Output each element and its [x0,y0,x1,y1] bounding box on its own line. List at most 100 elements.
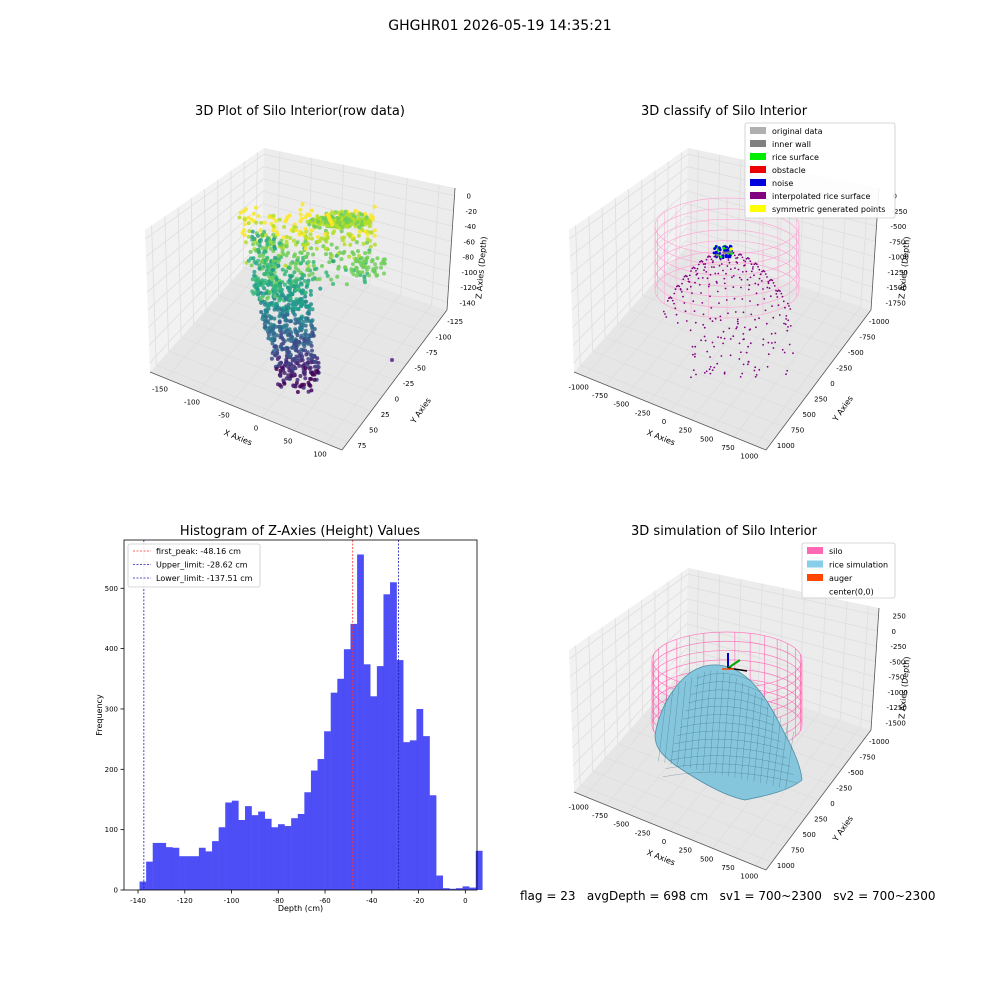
data-point [262,229,267,234]
grid-line [570,610,876,713]
grid-line [860,605,869,727]
grid-line [654,281,842,350]
histogram-bar [350,623,358,890]
grid-line [569,586,878,677]
surface-point [703,326,706,329]
grid-line [571,623,875,731]
surface-point [673,292,676,295]
surface-point [764,309,767,312]
data-point [288,274,293,279]
histogram-bar [317,759,325,890]
y-tick-label: 0 [830,380,834,388]
data-point [348,242,353,247]
surface-point [735,257,737,260]
histogram-bar [324,731,331,890]
data-point [315,214,320,219]
grid-line [601,207,606,338]
surface-point [703,372,706,374]
data-point [343,265,348,270]
z-axis-line [870,607,880,731]
data-point [273,344,278,349]
mesh-line [697,673,759,685]
histogram-bar [455,888,463,890]
data-point [242,222,247,227]
surface-point [729,250,733,254]
surface-point [705,370,708,373]
surface-point [786,302,789,305]
pane-back-left [145,148,264,372]
histogram-bar [165,847,173,890]
legend-label: noise [772,179,793,188]
data-point [303,294,308,299]
surface-point [749,342,752,345]
surface-point [766,365,769,368]
data-point [356,213,361,218]
data-point [305,360,310,365]
surface-point [692,300,695,303]
surface-point [740,286,742,289]
y-tick-label: -50 [414,364,425,372]
surface-point [766,286,769,289]
data-point [282,282,287,287]
data-point [303,215,308,220]
data-point [354,257,359,261]
data-point [311,263,316,268]
surface-point [746,278,749,281]
surface-point [738,276,741,279]
data-point [303,328,308,333]
x-tick-label: 0 [254,425,258,433]
surface-point [674,307,677,310]
data-point [256,258,260,263]
surface-point [765,322,768,325]
interpolated-points [662,250,794,379]
data-point [263,278,267,283]
data-point [307,213,312,218]
surface-point [731,276,733,279]
surface-point [720,263,723,265]
surface-point [716,362,719,365]
data-point [301,348,306,353]
x-axis-title: X Axies [646,848,677,867]
classify-3d-plot: -1000-750-500-25002505007501000100075050… [568,122,912,461]
data-point [284,217,289,222]
data-point [291,357,296,362]
data-point [364,215,369,220]
data-point [299,333,304,338]
z-tick-label: 0 [892,628,896,636]
surface-point [673,302,675,305]
x-tick-label: -100 [224,897,240,905]
data-point [314,224,319,229]
x-tick-label: 1000 [740,453,758,461]
surface-point [706,350,709,353]
surface-point [694,355,696,358]
x-tick-label: -250 [635,829,651,837]
surface-point [763,298,766,300]
surface-point [739,376,742,378]
surface-point [741,256,744,259]
data-point [284,269,289,274]
data-point [306,259,311,264]
data-point [251,256,256,261]
surface-point [751,268,754,270]
surface-point [697,263,700,266]
surface-point [711,341,714,344]
histogram-bar [172,847,180,890]
data-point [300,276,304,281]
surface-point [687,280,690,283]
data-point [372,233,377,238]
mesh-line [779,724,788,788]
surface-point [742,333,745,335]
data-point [310,307,315,312]
data-point [315,356,320,361]
data-point [266,329,270,334]
surface-point [712,251,716,255]
data-point [274,301,279,306]
surface-point [678,285,681,288]
z-tick-label: -60 [464,238,475,246]
surface-point [717,272,720,275]
data-point [260,266,265,271]
data-point [270,283,275,288]
x-tick-label: -1000 [568,383,588,391]
histogram-bar [357,554,364,890]
x-tick-label: -500 [613,401,629,409]
